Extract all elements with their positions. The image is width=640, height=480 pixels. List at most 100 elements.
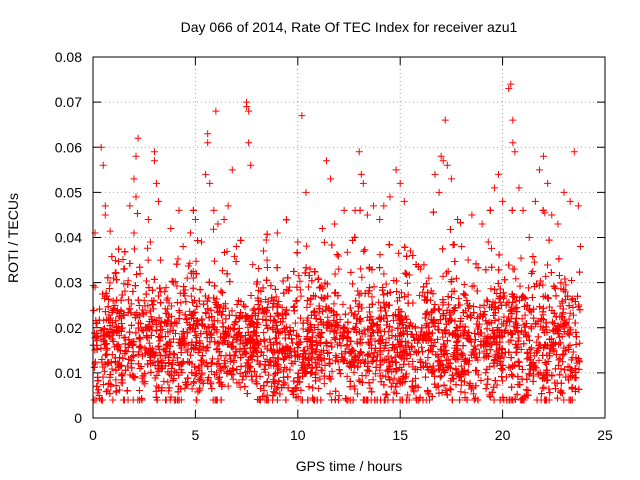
y-tick-label: 0.05	[55, 184, 82, 200]
background-point	[320, 354, 328, 362]
background-point	[431, 322, 439, 330]
background-point	[380, 328, 388, 336]
background-point	[459, 331, 467, 339]
background-point	[472, 382, 480, 390]
background-point	[182, 346, 190, 354]
background-point	[369, 327, 377, 335]
background-point	[522, 333, 530, 341]
background-point	[565, 302, 573, 310]
background-point	[400, 360, 408, 368]
background-point	[451, 349, 459, 356]
background-point	[380, 299, 388, 307]
background-point	[401, 243, 409, 251]
background-point	[244, 359, 252, 367]
background-point	[209, 225, 217, 233]
background-point	[347, 348, 355, 356]
background-point	[482, 385, 490, 393]
background-point	[316, 316, 324, 324]
background-point	[539, 206, 547, 214]
background-point	[266, 357, 274, 365]
background-point	[286, 324, 294, 332]
background-point	[470, 282, 478, 290]
background-point	[511, 305, 519, 313]
background-point	[327, 375, 335, 383]
background-point	[340, 355, 348, 363]
background-point	[317, 340, 325, 348]
background-point	[333, 321, 341, 329]
background-point	[191, 308, 199, 316]
background-point	[241, 303, 249, 311]
background-point	[237, 309, 245, 317]
y-tick-label: 0.03	[55, 275, 82, 291]
background-point	[322, 306, 330, 314]
background-point	[466, 311, 474, 319]
background-point	[404, 339, 412, 347]
background-point	[291, 385, 299, 393]
background-point	[428, 348, 436, 356]
background-point	[412, 324, 420, 332]
background-point	[180, 289, 188, 297]
background-point	[518, 327, 526, 335]
background-point	[152, 327, 160, 335]
background-point	[309, 328, 317, 336]
background-point	[195, 364, 203, 372]
background-point	[282, 216, 290, 224]
background-point	[263, 378, 271, 386]
background-point	[285, 331, 293, 339]
background-point	[138, 326, 146, 334]
background-point	[428, 366, 436, 374]
background-point	[442, 326, 450, 334]
background-point	[305, 326, 313, 334]
background-point	[288, 335, 296, 343]
background-point	[434, 382, 442, 390]
background-point	[181, 286, 189, 294]
background-point	[316, 305, 324, 313]
background-point	[441, 368, 449, 376]
background-point	[440, 311, 448, 319]
background-point	[309, 394, 317, 402]
background-point	[355, 291, 363, 299]
background-point	[518, 315, 526, 323]
background-point	[533, 396, 541, 404]
background-point	[293, 297, 301, 305]
background-point	[189, 298, 197, 306]
background-point	[323, 340, 331, 348]
background-point	[372, 363, 380, 371]
background-point	[328, 241, 336, 249]
background-point	[424, 289, 432, 297]
background-point	[246, 354, 254, 362]
background-point	[527, 323, 535, 331]
background-point	[273, 396, 281, 404]
background-point	[481, 307, 489, 315]
background-point	[267, 282, 275, 290]
background-point	[106, 227, 114, 235]
background-point	[330, 334, 338, 342]
background-point	[354, 302, 362, 310]
background-point	[304, 283, 312, 291]
background-point	[113, 296, 121, 304]
background-point	[149, 286, 157, 294]
background-point	[459, 342, 467, 350]
background-point	[409, 251, 417, 259]
background-point	[361, 330, 369, 338]
background-point	[460, 358, 468, 366]
background-point	[571, 319, 579, 327]
background-point	[537, 390, 545, 398]
background-point	[200, 300, 208, 308]
background-point	[541, 396, 549, 404]
background-point	[394, 324, 402, 332]
background-point	[562, 296, 570, 304]
background-point	[260, 365, 268, 373]
background-point	[207, 306, 215, 314]
background-point	[447, 278, 455, 286]
background-point	[215, 340, 223, 348]
background-point	[121, 349, 129, 357]
background-point	[247, 353, 255, 361]
background-point	[264, 396, 272, 404]
background-point	[435, 306, 443, 314]
background-point	[243, 389, 251, 397]
background-point	[575, 358, 583, 366]
background-point	[380, 291, 388, 299]
background-point	[171, 329, 179, 337]
